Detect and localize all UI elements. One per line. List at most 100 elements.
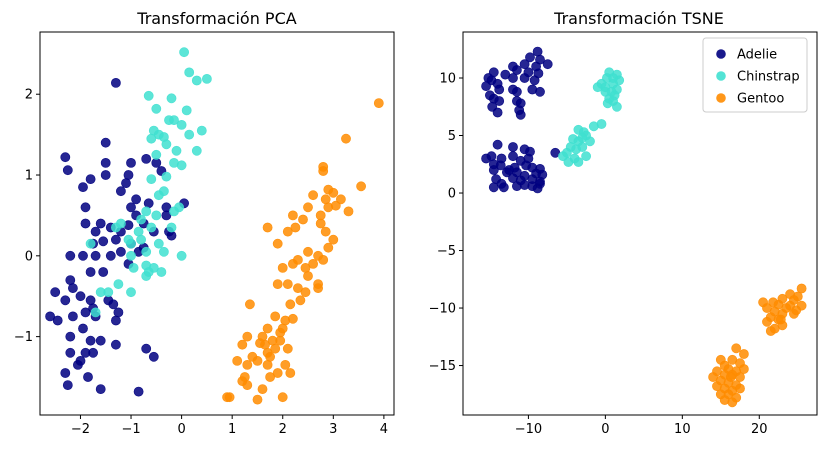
data-point	[75, 355, 86, 366]
data-point	[184, 67, 195, 78]
data-point	[519, 73, 530, 83]
data-point	[315, 218, 326, 229]
data-point	[295, 295, 306, 306]
data-point	[196, 125, 207, 136]
data-point	[739, 349, 749, 359]
data-point	[169, 206, 179, 217]
data-point	[151, 210, 162, 221]
data-point	[126, 250, 136, 261]
data-point	[78, 182, 88, 192]
legend-label-adelie: Adelie	[737, 48, 777, 63]
data-point	[323, 242, 334, 253]
data-point	[563, 157, 574, 167]
data-point	[262, 347, 273, 358]
data-point	[303, 202, 313, 213]
data-point	[735, 383, 745, 394]
tsne-axes-frame	[462, 31, 818, 416]
data-point	[78, 250, 88, 261]
data-point	[277, 262, 288, 273]
data-point	[765, 326, 776, 336]
data-point	[512, 86, 522, 97]
data-point	[128, 262, 139, 273]
data-point	[608, 73, 618, 83]
legend-label-chinstrap: Chinstrap	[737, 70, 800, 85]
data-point	[133, 386, 144, 397]
data-point	[257, 384, 268, 394]
data-point	[171, 145, 182, 156]
x-tick-label: 0	[177, 422, 185, 437]
data-point	[308, 190, 318, 201]
data-point	[244, 299, 255, 310]
data-point	[146, 133, 157, 144]
y-tick-label: 2	[25, 88, 33, 103]
data-point	[143, 90, 154, 101]
data-point	[542, 59, 553, 70]
legend-marker-chinstrap	[716, 71, 726, 81]
data-point	[161, 171, 172, 182]
data-point	[330, 200, 341, 211]
data-point	[515, 175, 526, 186]
data-point	[141, 271, 152, 281]
data-point	[50, 287, 61, 298]
legend-label-gentoo: Gentoo	[737, 92, 784, 107]
data-point	[492, 139, 503, 150]
data-point	[519, 59, 530, 70]
data-point	[529, 75, 540, 86]
data-point	[282, 279, 293, 289]
data-point	[45, 311, 55, 322]
data-point	[191, 75, 202, 86]
data-point	[282, 226, 293, 237]
data-point	[727, 397, 738, 408]
data-point	[111, 234, 121, 245]
tsne-y-axis: −15 −10 −5 0 5 10	[429, 72, 463, 374]
data-point	[85, 174, 96, 184]
data-point	[272, 368, 283, 378]
data-point	[735, 372, 745, 382]
pca-chart-title: Transformación PCA	[136, 9, 296, 28]
data-point	[508, 73, 518, 83]
data-point	[298, 214, 308, 225]
data-point	[252, 394, 263, 405]
data-point	[98, 267, 109, 277]
y-tick-label: 10	[439, 72, 456, 87]
tsne-chart-title: Transformación TSNE	[553, 9, 724, 28]
x-tick-label: 3	[329, 422, 337, 437]
data-point	[488, 182, 499, 193]
data-point	[103, 287, 114, 298]
data-point	[495, 160, 506, 171]
data-point	[573, 157, 584, 167]
tsne-x-axis: −10 0 10 20	[515, 415, 768, 437]
data-point	[184, 129, 195, 140]
data-point	[141, 206, 152, 217]
data-point	[60, 368, 71, 378]
data-point	[356, 181, 366, 192]
data-point	[481, 81, 491, 91]
data-point	[126, 157, 136, 168]
data-point	[141, 343, 152, 354]
data-point	[571, 144, 581, 155]
data-point	[602, 98, 613, 109]
data-point	[588, 121, 599, 132]
y-tick-label: −5	[437, 244, 456, 259]
data-point	[532, 183, 543, 194]
data-point	[262, 359, 273, 370]
data-point	[300, 287, 311, 298]
data-point	[492, 107, 503, 118]
data-point	[494, 96, 505, 106]
data-point	[141, 246, 152, 257]
pca-series-1	[85, 47, 212, 318]
data-point	[796, 283, 807, 294]
y-tick-label: 0	[25, 249, 33, 264]
x-tick-label: 1	[228, 422, 236, 437]
pca-series-2	[222, 98, 384, 405]
data-point	[277, 392, 288, 403]
data-point	[80, 218, 91, 229]
data-point	[78, 323, 88, 334]
data-point	[60, 295, 71, 306]
pca-panel: Transformación PCA −2 −1 0 1 2 3 4 −1 0 1 2	[14, 9, 395, 437]
data-point	[265, 372, 275, 382]
data-point	[85, 267, 96, 277]
data-point	[313, 283, 323, 293]
